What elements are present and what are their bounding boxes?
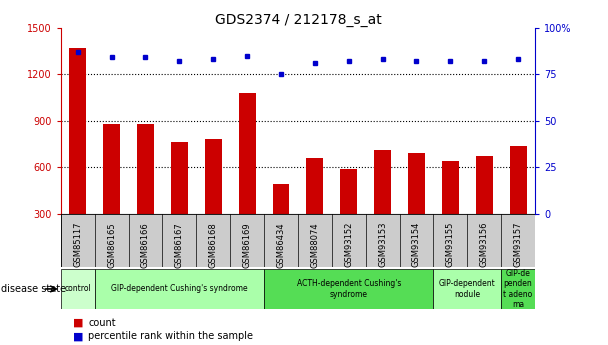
Text: GSM93152: GSM93152 — [344, 222, 353, 267]
Text: GSM86167: GSM86167 — [175, 222, 184, 268]
Text: GSM86434: GSM86434 — [277, 222, 286, 267]
Bar — [475, 156, 492, 214]
Text: GSM93157: GSM93157 — [514, 222, 523, 267]
Text: GSM86166: GSM86166 — [141, 222, 150, 268]
Text: GIP-dependent
nodule: GIP-dependent nodule — [439, 279, 496, 299]
Text: control: control — [64, 284, 91, 294]
Title: GDS2374 / 212178_s_at: GDS2374 / 212178_s_at — [215, 12, 381, 27]
Bar — [434, 269, 501, 309]
Text: GSM86169: GSM86169 — [243, 222, 252, 267]
Bar — [137, 124, 154, 214]
Bar — [272, 184, 289, 214]
Bar — [171, 142, 188, 214]
Text: ACTH-dependent Cushing's
syndrome: ACTH-dependent Cushing's syndrome — [297, 279, 401, 299]
Bar — [442, 161, 459, 214]
Text: GSM93156: GSM93156 — [480, 222, 489, 267]
Bar — [238, 93, 255, 214]
Text: GSM86168: GSM86168 — [209, 222, 218, 268]
Text: ■: ■ — [73, 318, 83, 327]
Text: GSM85117: GSM85117 — [73, 222, 82, 267]
Bar — [510, 146, 527, 214]
Bar — [103, 124, 120, 214]
Text: GIP-dependent Cushing's syndrome: GIP-dependent Cushing's syndrome — [111, 284, 247, 294]
Bar — [69, 48, 86, 214]
Text: disease state: disease state — [1, 284, 66, 294]
Text: GSM93154: GSM93154 — [412, 222, 421, 267]
Bar — [205, 139, 222, 214]
Text: count: count — [88, 318, 116, 327]
Text: GSM86165: GSM86165 — [107, 222, 116, 267]
Bar — [264, 269, 434, 309]
Bar — [61, 269, 95, 309]
Bar — [306, 158, 323, 214]
Text: ■: ■ — [73, 332, 83, 341]
Bar — [501, 269, 535, 309]
Text: GSM88074: GSM88074 — [310, 222, 319, 267]
Text: GSM93153: GSM93153 — [378, 222, 387, 267]
Bar — [408, 153, 425, 214]
Bar — [95, 269, 264, 309]
Text: GIP-de
penden
t adeno
ma: GIP-de penden t adeno ma — [503, 269, 533, 309]
Text: GSM93155: GSM93155 — [446, 222, 455, 267]
Bar — [374, 150, 391, 214]
Bar — [340, 169, 357, 214]
Text: percentile rank within the sample: percentile rank within the sample — [88, 332, 253, 341]
